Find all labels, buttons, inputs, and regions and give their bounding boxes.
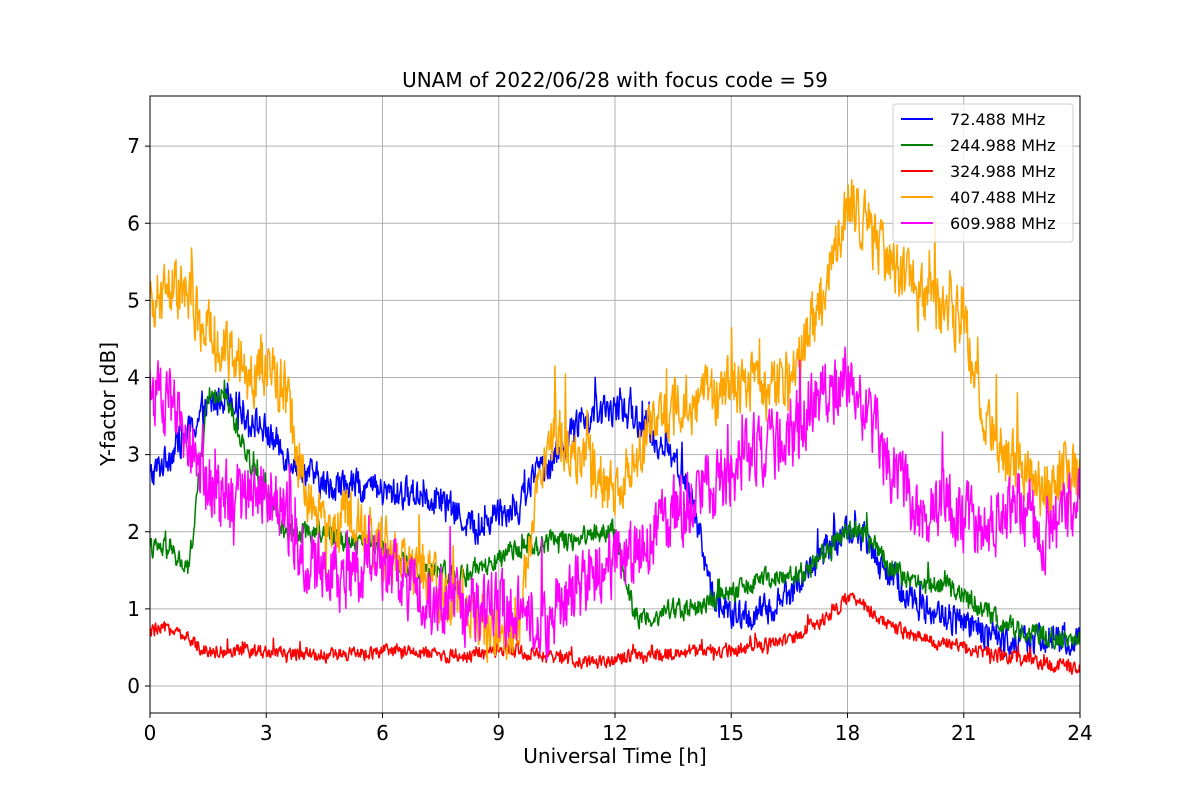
x-tick-label: 12 xyxy=(602,721,627,745)
y-tick-label: 3 xyxy=(127,443,140,467)
y-tick-label: 2 xyxy=(127,520,140,544)
x-tick-label: 0 xyxy=(144,721,157,745)
x-tick-label: 21 xyxy=(951,721,976,745)
x-tick-label: 24 xyxy=(1067,721,1092,745)
x-axis-label: Universal Time [h] xyxy=(523,744,706,768)
legend-label: 407.488 MHz xyxy=(950,188,1055,207)
y-tick-label: 6 xyxy=(127,211,140,235)
y-tick-label: 5 xyxy=(127,288,140,312)
series-line xyxy=(150,179,1080,664)
x-tick-label: 18 xyxy=(835,721,860,745)
legend-label: 72.488 MHz xyxy=(950,110,1045,129)
legend: 72.488 MHz 244.988 MHz 324.988 MHz 407.488 … xyxy=(892,103,1074,243)
x-axis: 0 3 6 9 12 15 18 21 24 xyxy=(144,713,1093,745)
series-line xyxy=(150,592,1080,676)
y-tick-label: 4 xyxy=(127,366,140,390)
series-line xyxy=(150,346,1080,661)
legend-label: 244.988 MHz xyxy=(950,136,1055,155)
y-tick-label: 7 xyxy=(127,134,140,158)
legend-box xyxy=(892,103,1074,243)
chart-title: UNAM of 2022/06/28 with focus code = 59 xyxy=(402,68,828,92)
x-tick-label: 3 xyxy=(260,721,273,745)
y-axis: 0 1 2 3 4 5 6 7 xyxy=(127,134,150,698)
x-tick-label: 9 xyxy=(492,721,505,745)
legend-label: 609.988 MHz xyxy=(950,214,1055,233)
x-tick-label: 15 xyxy=(719,721,744,745)
series-line xyxy=(150,376,1080,658)
y-tick-label: 1 xyxy=(127,597,140,621)
y-tick-label: 0 xyxy=(127,674,140,698)
series-layer xyxy=(150,179,1080,676)
y-axis-label: Y-factor [dB] xyxy=(96,342,120,467)
legend-label: 324.988 MHz xyxy=(950,162,1055,181)
x-tick-label: 6 xyxy=(376,721,389,745)
